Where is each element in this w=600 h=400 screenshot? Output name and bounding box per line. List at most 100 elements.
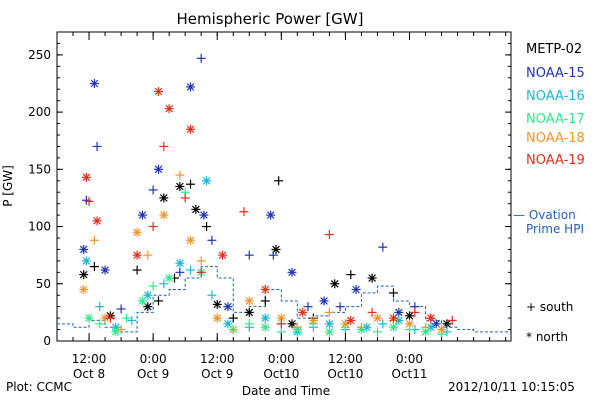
point-stroke — [192, 205, 200, 214]
point-stroke — [176, 182, 184, 191]
point-metp-02 — [212, 299, 222, 309]
point-stroke — [218, 251, 227, 259]
point-stroke — [437, 325, 446, 334]
point-noaa-15 — [79, 244, 89, 254]
point-metp-02 — [244, 307, 254, 317]
legend-item-noaa-16: NOAA-16 — [526, 89, 585, 104]
point-metp-02 — [405, 311, 415, 321]
point-noaa-19 — [159, 141, 169, 151]
point-stroke — [261, 314, 270, 322]
point-noaa-17 — [84, 313, 94, 323]
point-stroke — [133, 251, 141, 259]
point-noaa-15 — [244, 250, 254, 260]
ovation-prime-hpi-line — [57, 266, 511, 333]
point-stroke — [154, 87, 163, 96]
x-tick-label: 12:00 — [72, 352, 107, 366]
point-stroke — [213, 314, 222, 322]
point-noaa-17 — [164, 273, 174, 283]
point-stroke — [144, 302, 152, 311]
point-stroke — [160, 211, 168, 219]
point-stroke — [368, 274, 376, 282]
plot-credit: Plot: CCMC — [6, 380, 72, 394]
point-stroke — [341, 320, 350, 328]
point-stroke — [421, 328, 430, 336]
point-metp-02 — [346, 270, 356, 280]
point-stroke — [85, 314, 93, 322]
point-noaa-17 — [137, 296, 147, 306]
y-tick-label: 0 — [43, 334, 51, 348]
x-tick-date-label: Oct 9 — [201, 367, 233, 381]
point-stroke — [186, 83, 195, 91]
point-stroke — [202, 176, 211, 185]
point-noaa-16 — [378, 319, 388, 329]
point-noaa-15 — [378, 242, 388, 252]
point-noaa-19 — [105, 313, 115, 323]
point-noaa-18 — [421, 322, 431, 332]
point-noaa-15 — [303, 302, 313, 312]
x-tick-date-label: Oct 8 — [73, 367, 105, 381]
point-metp-02 — [228, 313, 238, 323]
x-tick-date-label: Oct11 — [392, 367, 428, 381]
plot-timestamp: 2012/10/11 10:15:05 — [448, 380, 575, 394]
y-tick-label: 150 — [28, 162, 51, 176]
x-axis-label: Date and Time — [242, 384, 330, 398]
point-stroke — [186, 125, 195, 134]
x-tick-label: 12:00 — [328, 352, 363, 366]
point-stroke — [325, 328, 334, 336]
point-noaa-18 — [276, 313, 286, 323]
point-noaa-18 — [212, 313, 222, 323]
point-noaa-19 — [84, 196, 94, 206]
point-stroke — [82, 173, 91, 182]
point-stroke — [79, 245, 88, 254]
x-tick-label: 0:00 — [268, 352, 295, 366]
point-metp-02 — [89, 262, 99, 272]
point-noaa-18 — [143, 250, 153, 260]
point-stroke — [165, 104, 173, 113]
point-metp-02 — [191, 204, 201, 214]
plot-frame — [56, 31, 512, 342]
ovation-label-line1: — Ovation — [513, 208, 576, 222]
y-tick-label: 250 — [28, 48, 51, 62]
point-noaa-15 — [153, 164, 163, 174]
point-noaa-16 — [127, 315, 137, 325]
point-stroke — [389, 314, 398, 322]
point-stroke — [373, 314, 382, 322]
point-noaa-18 — [89, 235, 99, 245]
point-noaa-17 — [111, 327, 121, 337]
point-metp-02 — [202, 222, 212, 232]
y-tick-label: 50 — [36, 277, 51, 291]
point-noaa-15 — [148, 185, 158, 195]
point-stroke — [101, 314, 109, 322]
point-metp-02 — [153, 296, 163, 306]
point-noaa-15 — [394, 307, 404, 317]
point-stroke — [389, 323, 398, 332]
point-noaa-16 — [260, 313, 270, 323]
legend-item-noaa-19: NOAA-19 — [526, 153, 585, 168]
point-noaa-16 — [175, 258, 185, 268]
point-noaa-19 — [388, 313, 398, 323]
point-stroke — [138, 211, 147, 219]
point-noaa-17 — [372, 327, 382, 337]
point-noaa-18 — [292, 322, 302, 332]
point-noaa-15 — [175, 267, 185, 277]
point-stroke — [405, 312, 414, 320]
point-noaa-19 — [367, 307, 377, 317]
point-noaa-15 — [335, 302, 345, 312]
point-noaa-19 — [153, 87, 163, 97]
point-metp-02 — [132, 265, 142, 275]
point-noaa-19 — [239, 207, 249, 217]
point-noaa-18 — [324, 307, 334, 317]
point-metp-02 — [159, 193, 169, 203]
point-metp-02 — [330, 279, 340, 289]
point-noaa-18 — [308, 315, 318, 325]
point-stroke — [90, 79, 99, 88]
north-marker-label: * north — [526, 330, 569, 344]
y-tick-label: 200 — [28, 105, 51, 119]
point-stroke — [395, 316, 403, 325]
point-noaa-18 — [340, 319, 350, 329]
point-metp-02 — [388, 288, 398, 298]
point-noaa-16 — [202, 176, 212, 186]
point-noaa-18 — [79, 285, 89, 294]
point-noaa-19 — [324, 230, 334, 240]
